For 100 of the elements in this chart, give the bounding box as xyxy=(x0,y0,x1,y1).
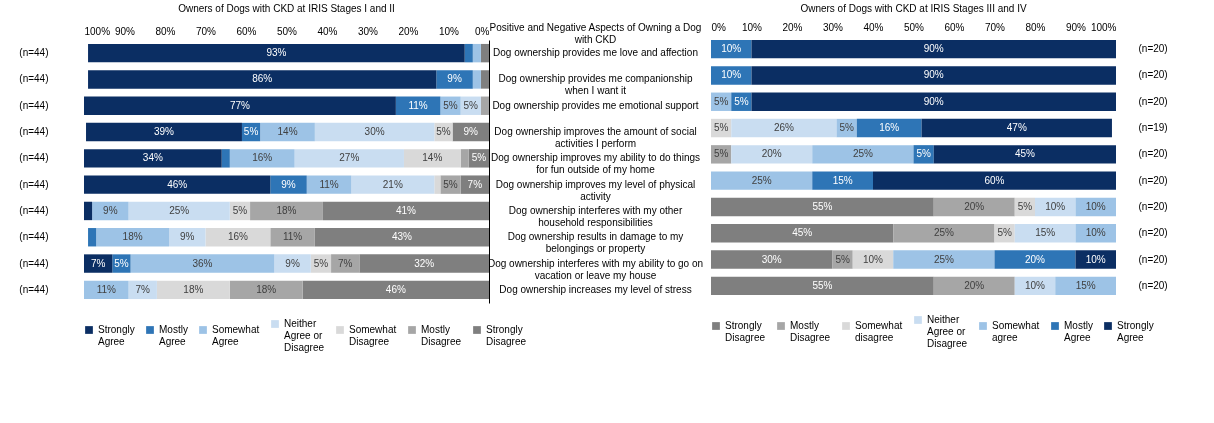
legend-label: Mostly Agree xyxy=(1064,320,1093,343)
data-label: 18% xyxy=(122,231,143,243)
x-tick-label: 0% xyxy=(711,21,727,33)
x-tick-label: 100% xyxy=(84,25,111,37)
bar xyxy=(250,201,323,221)
data-label: 10% xyxy=(721,43,742,55)
y-tick-label: Dog ownership improves my level of physical activity xyxy=(495,178,696,202)
y-tick-label: (n=20) xyxy=(1138,279,1168,291)
legend-label: Strongly Agree xyxy=(98,324,135,347)
data-label: 5% xyxy=(232,204,248,216)
data-label: 45% xyxy=(1014,148,1035,160)
bar xyxy=(86,122,242,142)
data-label: 9% xyxy=(447,73,462,85)
legend-label: Neither Agree or Disagree xyxy=(927,314,968,349)
bar xyxy=(873,171,1116,190)
bar xyxy=(84,175,271,194)
bar xyxy=(812,171,873,190)
bar xyxy=(436,70,473,89)
bar xyxy=(933,145,1116,164)
data-label: 16% xyxy=(252,152,273,164)
data-label: 39% xyxy=(153,126,175,138)
bar xyxy=(460,149,469,168)
bar xyxy=(472,70,481,89)
data-label: 7% xyxy=(90,257,106,269)
data-label: 5% xyxy=(471,152,487,164)
y-tick-label: (n=20) xyxy=(1138,227,1168,239)
data-label: 26% xyxy=(773,122,795,134)
bar xyxy=(128,201,230,221)
bar xyxy=(229,280,303,300)
data-label: 10% xyxy=(1045,200,1066,212)
data-label: 10% xyxy=(1024,279,1046,291)
data-label: 5% xyxy=(835,253,850,265)
x-tick-label: 20% xyxy=(782,21,803,33)
x-tick-label: 60% xyxy=(944,21,965,33)
y2-tick-label: (n=44) xyxy=(19,178,49,190)
data-label: 60% xyxy=(984,174,1005,186)
data-label: 9% xyxy=(180,231,195,243)
data-label: 9% xyxy=(463,126,479,138)
data-label: 16% xyxy=(879,122,900,134)
data-label: 10% xyxy=(862,253,884,265)
data-label: 46% xyxy=(385,283,406,295)
data-label: 10% xyxy=(1085,253,1106,265)
legend-label: Strongly Agree xyxy=(1117,320,1154,343)
y-tick-label: Dog ownership results in damage to my belongings or property xyxy=(507,231,684,255)
data-label: 11% xyxy=(96,283,117,295)
data-label: 27% xyxy=(339,152,360,164)
data-label: 30% xyxy=(761,253,782,265)
bar xyxy=(156,280,230,300)
bar xyxy=(933,276,1015,296)
data-label: 5% xyxy=(839,122,855,134)
bar xyxy=(403,149,461,168)
bar xyxy=(359,254,489,273)
bar xyxy=(84,149,222,168)
bar xyxy=(994,250,1076,269)
legend-label: Somewhat Disagree xyxy=(349,324,397,347)
data-label: 43% xyxy=(391,231,413,243)
data-label: 5% xyxy=(713,148,729,160)
y-tick-label: Dog ownership improves the amount of social activities I perform xyxy=(494,126,697,150)
data-label: 46% xyxy=(167,178,188,190)
data-label: 14% xyxy=(277,126,298,138)
bar xyxy=(472,43,481,63)
data-label: 10% xyxy=(1085,227,1106,239)
y-tick-label: Dog ownership provides me companionship when I want it xyxy=(498,73,693,97)
data-label: 93% xyxy=(266,47,287,59)
data-label: 14% xyxy=(422,152,443,164)
bar xyxy=(314,228,489,247)
bar xyxy=(96,228,170,247)
bar xyxy=(294,149,404,168)
x-tick-label: 100% xyxy=(1090,21,1117,33)
data-label: 34% xyxy=(142,152,163,164)
y2-tick-label: (n=44) xyxy=(19,99,49,111)
bar xyxy=(893,250,995,269)
data-label: 9% xyxy=(103,204,118,216)
data-label: 25% xyxy=(852,148,873,160)
data-label: 7% xyxy=(338,257,353,269)
data-label: 7% xyxy=(467,178,483,190)
x-tick-label: 90% xyxy=(1065,21,1087,33)
y-axis-title: Positive and Negative Aspects of Owning a Dog with CKD xyxy=(489,21,702,45)
y-tick-label: Dog ownership improves my ability to do things for fun outside of my home xyxy=(491,152,700,176)
y-tick-label: (n=20) xyxy=(1138,200,1168,212)
x-tick-label: 0% xyxy=(475,25,490,37)
y-tick-label: (n=20) xyxy=(1138,69,1168,81)
bar xyxy=(434,175,441,194)
data-label: 15% xyxy=(1075,279,1096,291)
y-tick-label: (n=19) xyxy=(1138,122,1168,134)
y2-tick-label: (n=44) xyxy=(19,257,49,269)
bar xyxy=(921,118,1112,138)
bar xyxy=(731,118,837,138)
legend-label: Somewhat disagree xyxy=(855,320,903,343)
bar xyxy=(130,254,275,273)
bar xyxy=(933,197,1015,217)
x-tick-label: 40% xyxy=(317,25,338,37)
data-label: 9% xyxy=(281,178,296,190)
data-label: 5% xyxy=(114,257,129,269)
legend-label: Mostly Disagree xyxy=(790,320,831,343)
x-tick-label: 10% xyxy=(741,21,763,33)
data-label: 11% xyxy=(408,99,428,111)
x-tick-label: 30% xyxy=(357,25,379,37)
y-tick-label: (n=20) xyxy=(1138,43,1168,55)
data-label: 10% xyxy=(1085,200,1106,212)
